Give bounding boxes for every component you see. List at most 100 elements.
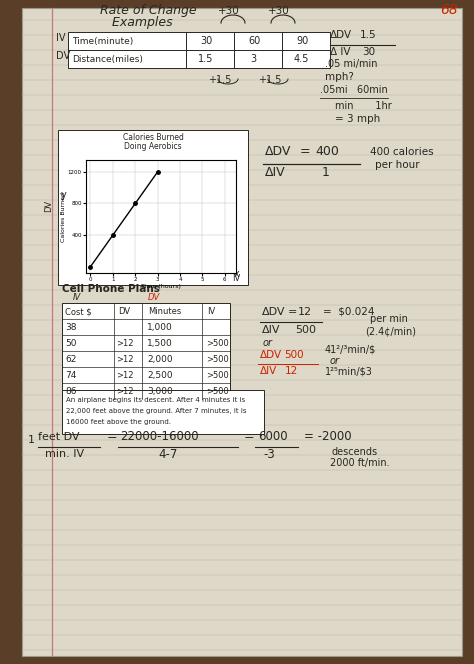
Text: >500: >500 (206, 371, 229, 380)
Text: >12: >12 (116, 371, 134, 380)
Text: or: or (263, 338, 273, 348)
Text: Cell Phone Plans: Cell Phone Plans (62, 284, 160, 294)
Text: DV: DV (44, 200, 53, 212)
Text: per min: per min (370, 314, 408, 324)
Text: Distance(miles): Distance(miles) (72, 55, 143, 64)
Text: min       1hr: min 1hr (335, 101, 392, 111)
Text: IV: IV (73, 293, 81, 302)
Text: =: = (300, 145, 310, 158)
Text: IV: IV (56, 33, 65, 43)
Text: Examples: Examples (100, 16, 173, 29)
Text: 12: 12 (298, 307, 312, 317)
Text: or: or (330, 356, 340, 366)
Text: min. IV: min. IV (45, 449, 84, 459)
Text: 62: 62 (65, 355, 76, 364)
Text: 1²⁵min/$3: 1²⁵min/$3 (325, 366, 373, 376)
Text: 1: 1 (28, 435, 35, 445)
Text: 1.5: 1.5 (198, 54, 213, 64)
Text: 400: 400 (315, 145, 339, 158)
Text: Minutes: Minutes (148, 307, 181, 316)
Text: 2000 ft/min.: 2000 ft/min. (330, 458, 390, 468)
Text: 1: 1 (322, 166, 330, 179)
Text: Time(minute): Time(minute) (72, 37, 133, 46)
Text: y: y (61, 190, 67, 200)
Text: >12: >12 (116, 387, 134, 396)
Bar (58, 130, 248, 285)
Text: 1,500: 1,500 (147, 339, 173, 348)
Text: Doing Aerobics: Doing Aerobics (124, 142, 182, 151)
Text: .05mi   60min: .05mi 60min (320, 85, 388, 95)
Text: IV: IV (232, 274, 240, 283)
Text: -3: -3 (263, 448, 275, 461)
Text: 4.5: 4.5 (294, 54, 310, 64)
Text: Rate of Change: Rate of Change (100, 4, 197, 17)
Text: 3,000: 3,000 (147, 387, 173, 396)
Text: ΔIV: ΔIV (260, 366, 277, 376)
Text: 38: 38 (65, 323, 76, 332)
Bar (62, 303, 230, 399)
Text: ΔIV: ΔIV (262, 325, 281, 335)
X-axis label: Time (hours): Time (hours) (141, 284, 181, 289)
Text: 500: 500 (284, 350, 304, 360)
Text: 30: 30 (200, 36, 212, 46)
Text: Δ IV: Δ IV (330, 47, 350, 57)
Text: 2,000: 2,000 (147, 355, 173, 364)
Text: DV: DV (56, 51, 70, 61)
Text: 1,000: 1,000 (147, 323, 173, 332)
Text: >12: >12 (116, 355, 134, 364)
Text: +1.5: +1.5 (208, 75, 231, 85)
Text: 3: 3 (250, 54, 256, 64)
Text: =: = (288, 307, 297, 317)
Text: 2,500: 2,500 (147, 371, 173, 380)
Text: feet DV: feet DV (38, 432, 80, 442)
Text: An airplane begins its descent. After 4 minutes it is: An airplane begins its descent. After 4 … (66, 397, 245, 403)
Text: .05 mi/min: .05 mi/min (325, 59, 377, 69)
Text: =  $0.024: = $0.024 (323, 307, 374, 317)
Text: =: = (244, 430, 255, 443)
Text: ΔDV: ΔDV (262, 307, 285, 317)
Text: 30: 30 (362, 47, 375, 57)
Text: 6000: 6000 (258, 430, 288, 443)
Text: 90: 90 (296, 36, 308, 46)
Text: Cost $: Cost $ (65, 307, 91, 316)
Text: 60: 60 (248, 36, 260, 46)
Text: ΔIV: ΔIV (265, 166, 286, 179)
Text: 22,000 feet above the ground. After 7 minutes, it is: 22,000 feet above the ground. After 7 mi… (66, 408, 246, 414)
Text: +30: +30 (268, 6, 290, 16)
Text: 16000 feet above the ground.: 16000 feet above the ground. (66, 419, 171, 425)
Text: =: = (107, 430, 118, 443)
Text: 400 calories: 400 calories (370, 147, 434, 157)
Text: 41²/³min/$: 41²/³min/$ (325, 345, 376, 355)
Text: 1.5: 1.5 (360, 30, 377, 40)
Text: 22000-16000: 22000-16000 (120, 430, 199, 443)
Text: ΔDV: ΔDV (330, 30, 352, 40)
Text: 4-7: 4-7 (158, 448, 177, 461)
Text: DV: DV (148, 293, 160, 302)
Text: +1.5: +1.5 (258, 75, 282, 85)
Text: = 3 mph: = 3 mph (335, 114, 380, 124)
Text: Calories Burned: Calories Burned (123, 133, 183, 142)
Text: per hour: per hour (375, 160, 419, 170)
Text: >500: >500 (206, 355, 229, 364)
Text: +30: +30 (218, 6, 240, 16)
Text: ΔDV: ΔDV (265, 145, 292, 158)
Text: ΔDV: ΔDV (260, 350, 282, 360)
Text: >500: >500 (206, 339, 229, 348)
Text: = -2000: = -2000 (304, 430, 352, 443)
Text: 500: 500 (295, 325, 316, 335)
Text: mph?: mph? (325, 72, 354, 82)
Text: x: x (234, 269, 240, 279)
Y-axis label: Calories Burned: Calories Burned (62, 191, 66, 242)
Bar (62, 390, 264, 434)
Text: (2.4¢/min): (2.4¢/min) (365, 326, 416, 336)
Text: 50: 50 (65, 339, 76, 348)
Text: >500: >500 (206, 387, 229, 396)
Text: DV: DV (118, 307, 130, 316)
Text: 74: 74 (65, 371, 76, 380)
Text: IV: IV (207, 307, 215, 316)
Bar (68, 32, 330, 68)
Text: 86: 86 (65, 387, 76, 396)
Text: 68: 68 (440, 3, 458, 17)
Text: 12: 12 (285, 366, 298, 376)
Text: >12: >12 (116, 339, 134, 348)
